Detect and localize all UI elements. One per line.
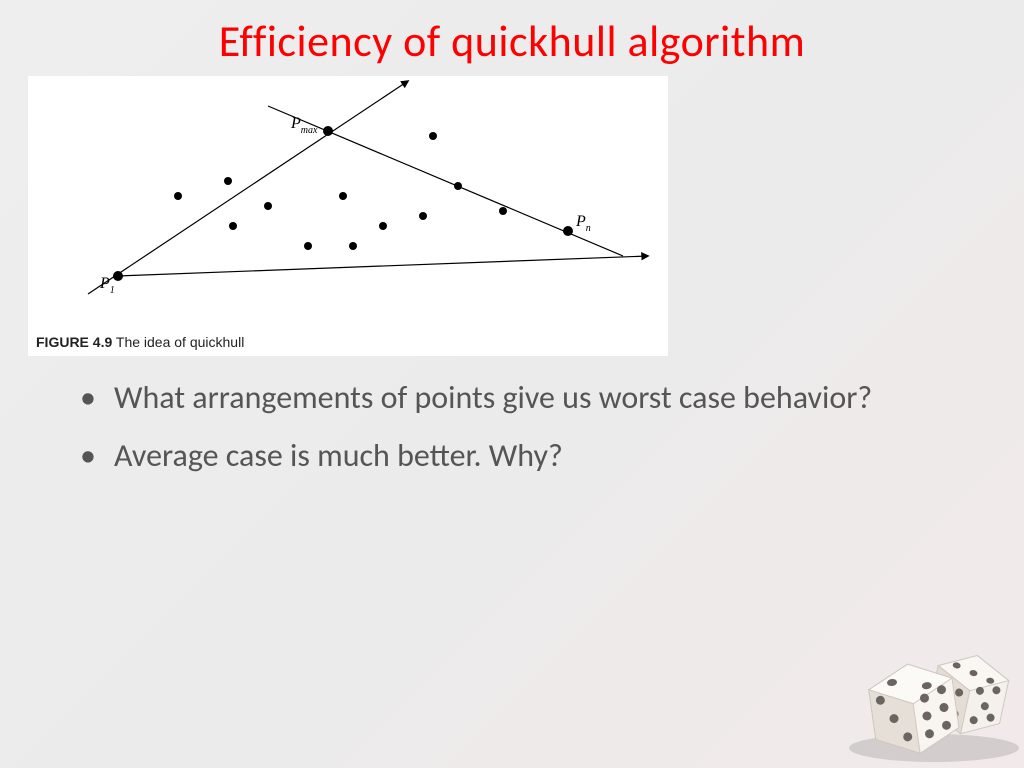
label-pmax: Pmax <box>290 115 318 136</box>
list-item: What arrangements of points give us wors… <box>80 378 964 418</box>
list-item: Average case is much better. Why? <box>80 436 964 476</box>
bullet-list: What arrangements of points give us wors… <box>80 378 964 476</box>
quickhull-figure: P1 Pmax Pn FIGURE 4.9 The idea of quickh… <box>28 76 668 356</box>
dice-decoration <box>804 588 1024 768</box>
quickhull-diagram: P1 Pmax Pn <box>28 76 668 326</box>
page-title: Efficiency of quickhull algorithm <box>0 0 1024 68</box>
label-pn: Pn <box>575 213 591 234</box>
figure-caption: FIGURE 4.9 The idea of quickhull <box>36 334 244 350</box>
